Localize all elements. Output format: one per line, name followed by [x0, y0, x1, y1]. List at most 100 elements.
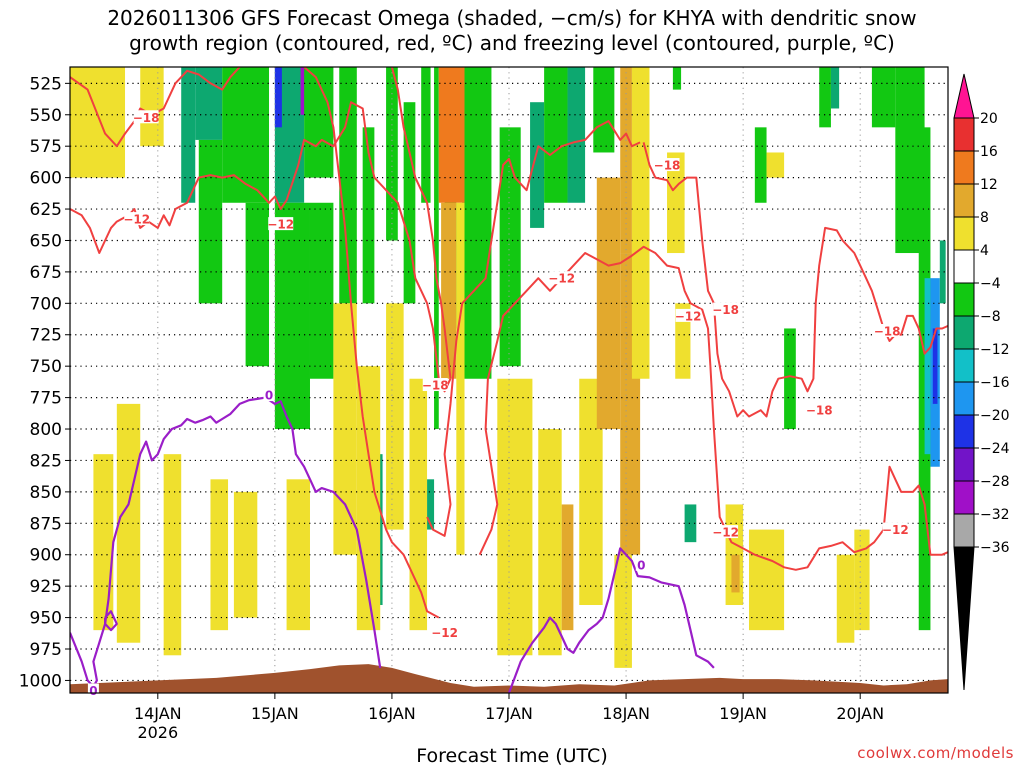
colorbar-segment-2 — [953, 150, 975, 185]
dgz-contour-3 — [390, 67, 452, 379]
dgz-contour-2 — [303, 67, 440, 619]
omega-cell-46 — [441, 202, 457, 379]
colorbar-label-1: 16 — [980, 144, 998, 160]
omega-cell-23 — [544, 67, 568, 203]
contour-label-0: −18 — [133, 111, 160, 125]
y-tick-label-675: 675 — [30, 263, 62, 283]
contour-label-bg-11 — [713, 525, 739, 539]
y-tick-label-700: 700 — [30, 294, 62, 314]
dgz-contour-7 — [724, 465, 948, 571]
colorbar-segment-7 — [953, 315, 975, 350]
y-tick-label-550: 550 — [30, 106, 62, 126]
contour-label-15: 0 — [637, 558, 645, 572]
omega-cell-1 — [140, 67, 164, 147]
colorbar-label-8: −16 — [980, 375, 1010, 391]
omega-cell-43 — [386, 303, 404, 530]
contour-label-bg-13 — [87, 683, 99, 697]
omega-cell-12 — [309, 202, 334, 379]
omega-cell-62 — [766, 152, 785, 178]
omega-cell-50 — [561, 504, 574, 631]
omega-cell-48 — [497, 378, 533, 656]
dgz-contour-5 — [478, 245, 727, 556]
colorbar-label-7: −12 — [980, 342, 1010, 358]
omega-cell-52 — [596, 177, 621, 430]
omega-cell-4 — [198, 139, 223, 304]
omega-cell-9 — [300, 67, 306, 115]
y-tick-label-800: 800 — [30, 420, 62, 440]
contour-label-bg-3 — [422, 378, 448, 392]
freezing-contour-2 — [507, 547, 715, 693]
colorbar-label-5: −4 — [980, 276, 1001, 292]
omega-cell-14 — [362, 127, 375, 304]
y-tick-label-875: 875 — [30, 514, 62, 534]
contour-label-bg-0 — [133, 110, 159, 124]
x-tick-label-16JAN: 16JAN — [368, 704, 416, 723]
y-tick-label-600: 600 — [30, 169, 62, 189]
omega-cell-68 — [210, 479, 229, 631]
colorbar-label-13: −36 — [980, 540, 1010, 556]
colorbar-segment-1 — [953, 117, 975, 152]
omega-cell-67 — [163, 454, 182, 656]
contour-label-4: −12 — [548, 272, 575, 286]
colorbar-label-0: 20 — [980, 111, 998, 127]
omega-cell-5 — [222, 67, 270, 203]
colorbar-label-3: 8 — [980, 210, 989, 226]
y-tick-label-975: 975 — [30, 640, 62, 660]
omega-cell-41 — [333, 303, 357, 555]
colorbar-segment-8 — [953, 348, 975, 383]
contour-label-bg-2 — [268, 217, 294, 231]
omega-cell-45 — [438, 67, 465, 203]
terrain — [70, 664, 948, 693]
freezing-contour-0 — [70, 396, 382, 688]
dgz-contour-4 — [426, 120, 641, 537]
colorbar-label-4: 4 — [980, 243, 989, 259]
omega-cell-31 — [871, 67, 896, 128]
omega-cell-56 — [614, 554, 632, 668]
omega-cell-64 — [854, 529, 870, 631]
y-tick-label-1000: 1000 — [19, 671, 62, 691]
omega-cell-15 — [386, 67, 398, 241]
y-tick-label-950: 950 — [30, 609, 62, 629]
y-tick-label-750: 750 — [30, 357, 62, 377]
contour-label-14: 0 — [265, 389, 273, 403]
contour-label-bg-15 — [635, 557, 647, 571]
colorbar-label-2: 12 — [980, 177, 998, 193]
contour-label-11: −12 — [712, 526, 739, 540]
colorbar-segment-5 — [953, 249, 975, 284]
colorbar-top-arrow — [953, 73, 975, 119]
contour-label-9: −18 — [806, 404, 833, 418]
contour-label-bg-10 — [874, 323, 900, 337]
omega-cell-0 — [70, 67, 126, 178]
colorbar-segment-9 — [953, 381, 975, 416]
x-tick-label-14JAN: 14JAN — [134, 704, 182, 723]
contour-label-12: −12 — [882, 523, 909, 537]
y-tick-label-900: 900 — [30, 546, 62, 566]
dgz-contour-6 — [642, 142, 948, 418]
omega-cell-29 — [819, 67, 831, 128]
contour-label-bg-14 — [263, 388, 275, 402]
contour-label-7: −12 — [675, 309, 702, 323]
y-tick-label-850: 850 — [30, 483, 62, 503]
omega-cell-28 — [784, 328, 796, 430]
omega-cell-60 — [731, 554, 740, 593]
x-tick-label-18JAN: 18JAN — [602, 704, 650, 723]
omega-cell-69 — [233, 491, 258, 618]
omega-cell-18 — [434, 67, 439, 430]
omega-shading — [70, 67, 946, 668]
omega-cell-65 — [93, 454, 114, 631]
x-tick-label-17JAN: 17JAN — [485, 704, 533, 723]
omega-cell-55 — [631, 67, 650, 379]
y-tick-label-775: 775 — [30, 389, 62, 409]
omega-cell-40 — [684, 504, 697, 543]
contour-label-bg-12 — [882, 522, 908, 536]
colorbar-label-11: −28 — [980, 474, 1010, 490]
colorbar-label-12: −32 — [980, 507, 1010, 523]
omega-cell-21 — [499, 127, 521, 367]
x-tick-label-15JAN: 15JAN — [251, 704, 299, 723]
omega-cell-17 — [421, 67, 431, 203]
omega-cell-63 — [836, 554, 855, 643]
contour-label-13: 0 — [89, 684, 97, 698]
omega-cell-27 — [754, 127, 767, 203]
